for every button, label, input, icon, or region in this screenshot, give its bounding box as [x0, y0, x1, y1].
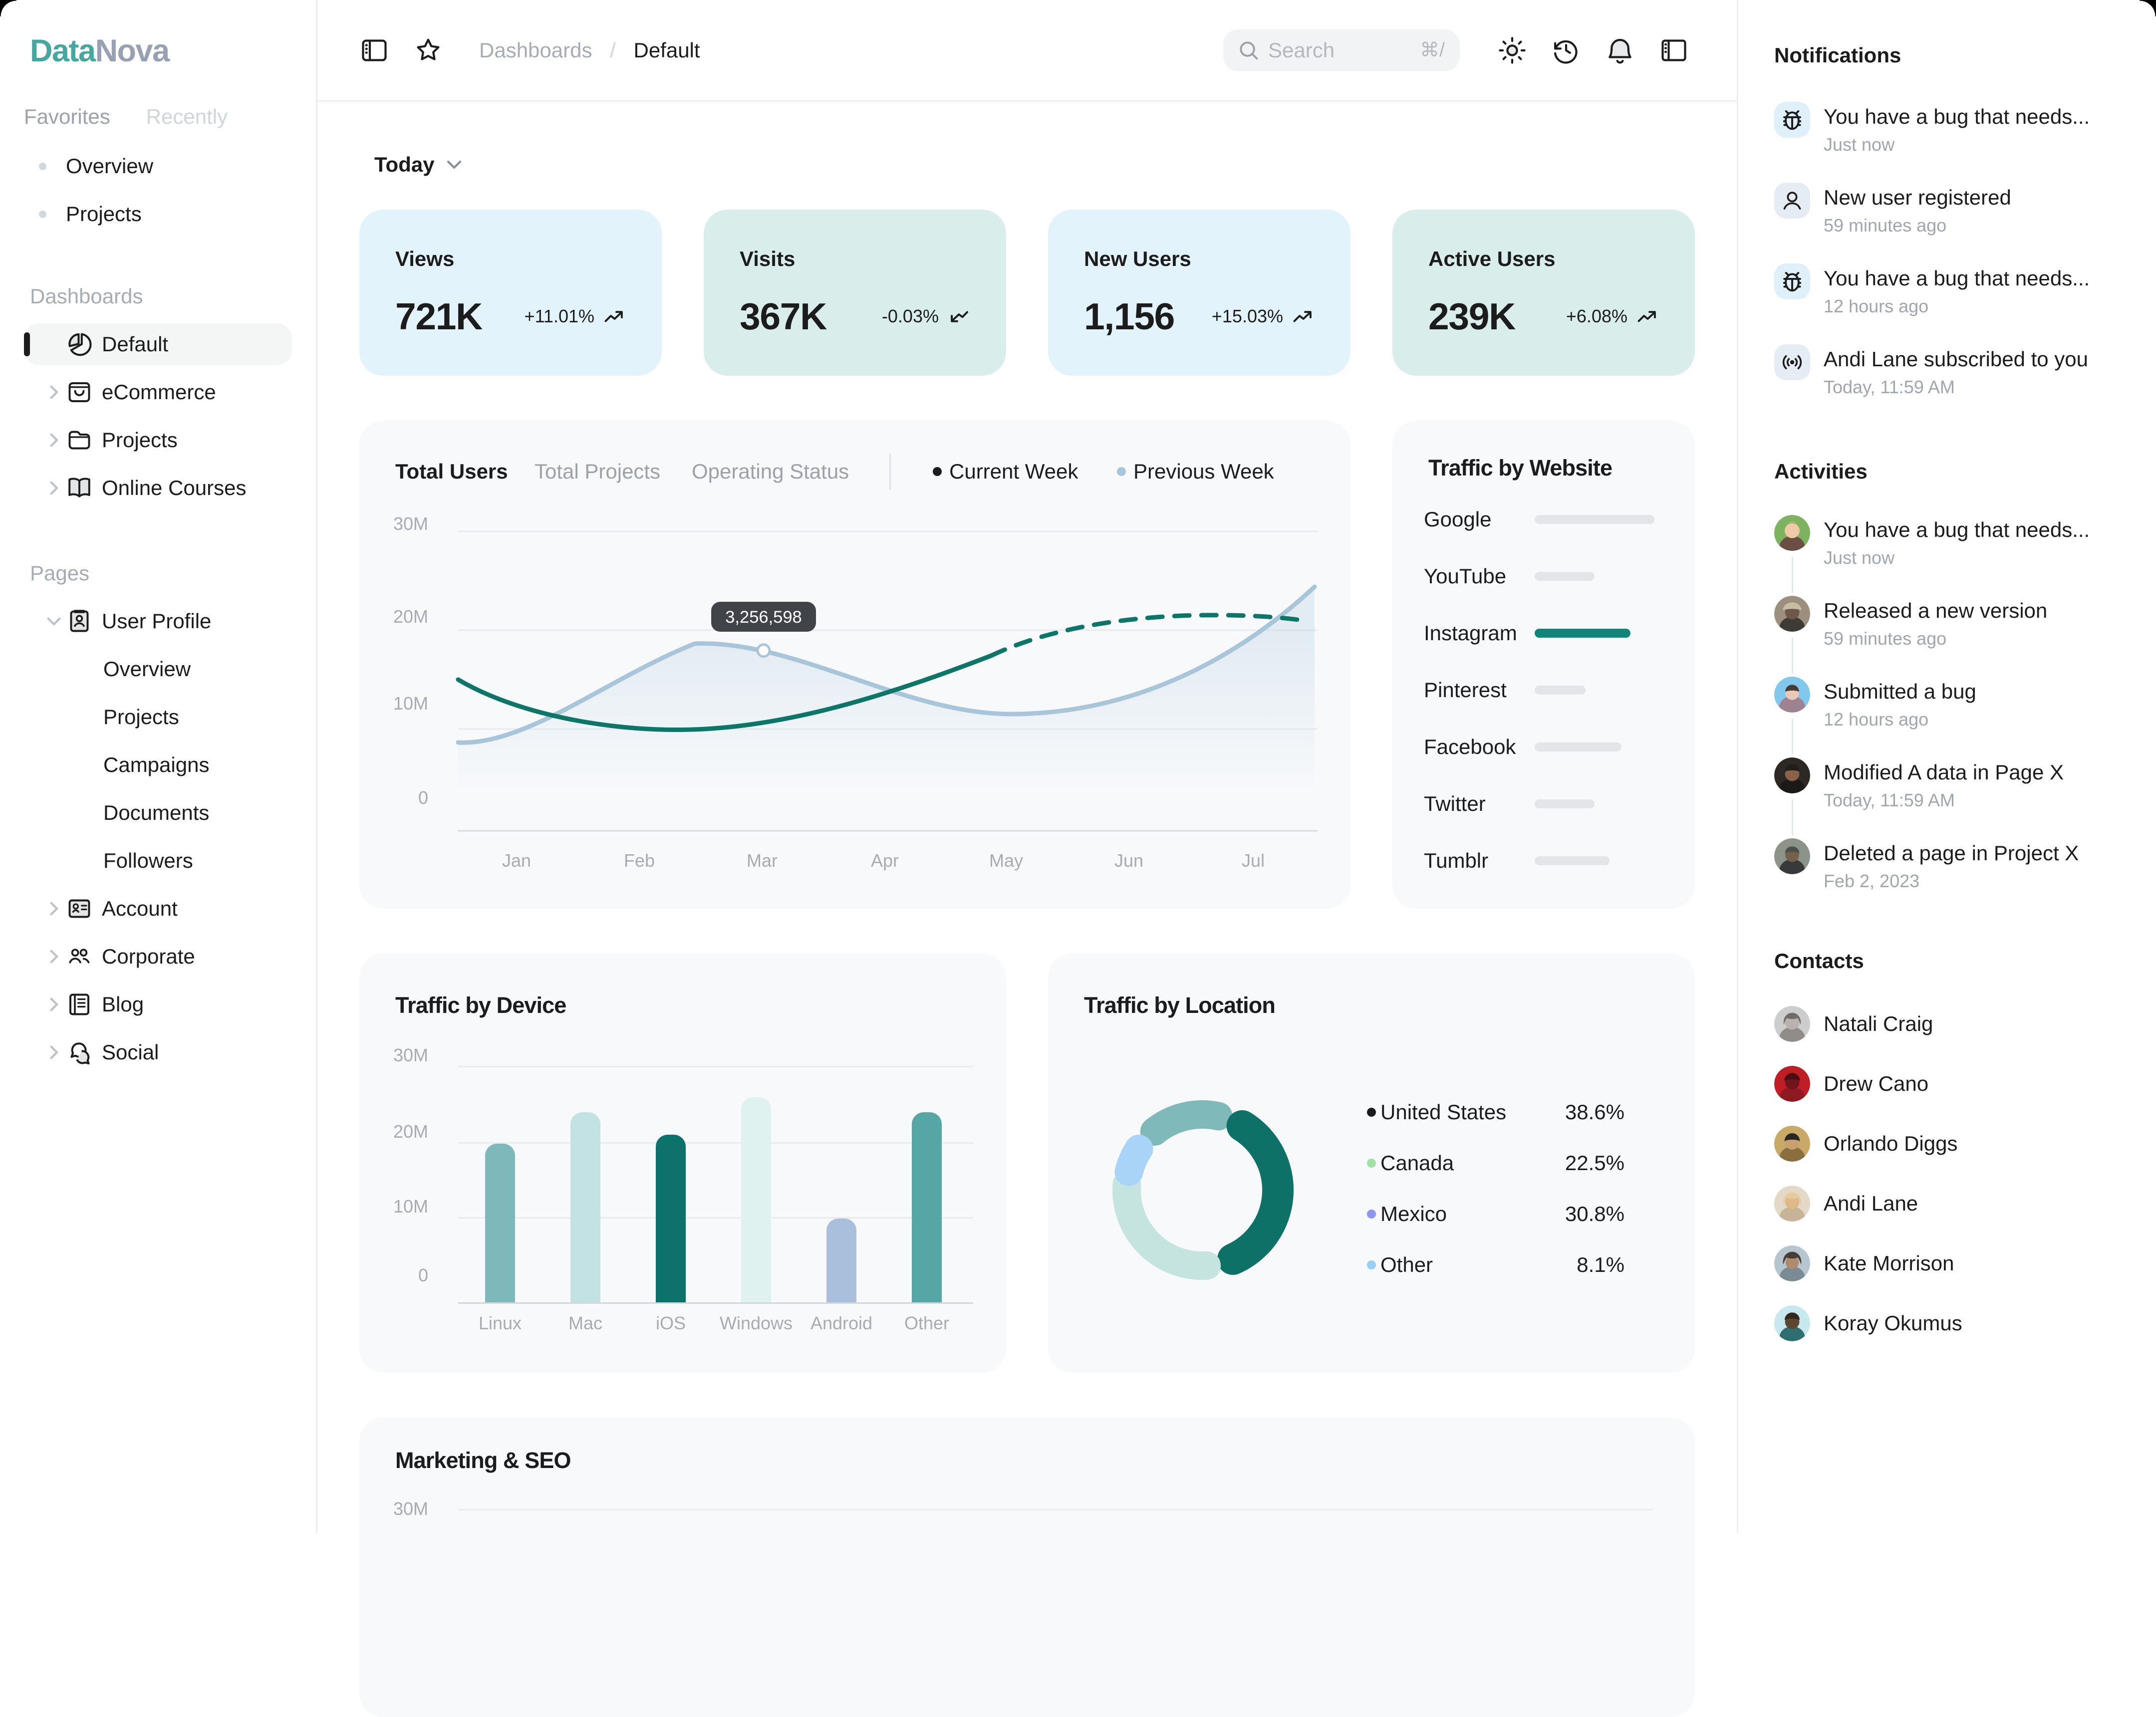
svg-text:3,256,598: 3,256,598 — [725, 608, 802, 627]
